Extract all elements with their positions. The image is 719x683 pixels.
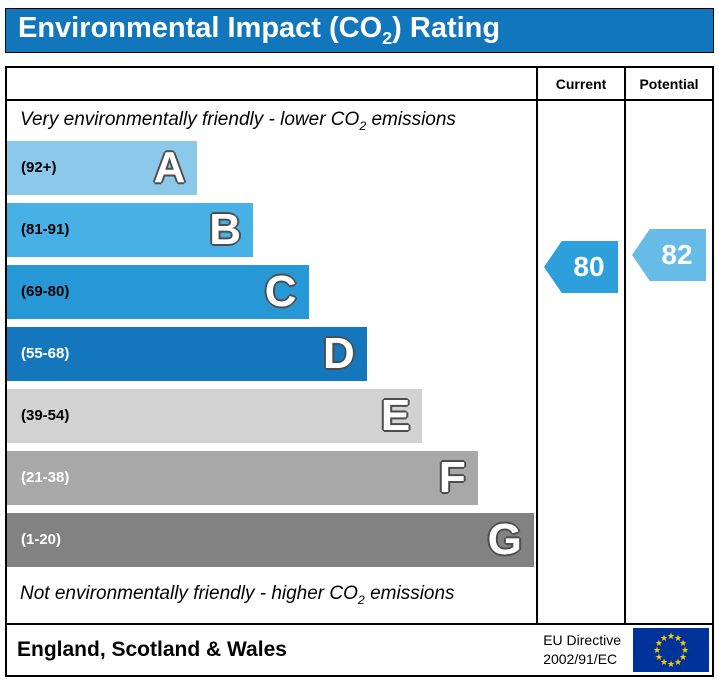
svg-text:★: ★ [679,639,687,649]
band-row-g: (1-20) G [7,512,534,567]
svg-text:★: ★ [655,639,663,649]
svg-text:★: ★ [679,653,687,663]
bottom-note: Not environmentally friendly - higher CO… [7,575,536,615]
band-letter-a: A [153,142,186,192]
band-letter-b: B [209,204,241,254]
svg-text:★: ★ [660,658,668,668]
eu-flag-icon: ★ ★ ★ ★ ★ ★ ★ ★ ★ ★ ★ ★ [633,627,709,672]
band-letter-c: C [264,266,297,316]
eu-directive-line2: 2002/91/EC [543,650,618,667]
band-range-b: (81-91) [21,221,70,239]
band-letter-d: D [322,328,355,378]
svg-text:★: ★ [674,633,682,643]
band-range-g: (1-20) [21,531,62,549]
title-bar: Environmental Impact (CO2) Rating [5,8,714,53]
eu-directive-text: EU Directive 2002/91/EC [543,631,621,667]
svg-text:★: ★ [667,632,675,642]
current-arrow: 80 [544,241,618,293]
svg-text:★: ★ [653,646,661,656]
eu-directive-line1: EU Directive [543,632,621,649]
header-spacer-cell [7,68,536,101]
top-note-pre: Very environmentally friendly - lower CO [20,109,360,130]
page-title-pre: Environmental Impact (CO [18,12,383,45]
page-title-subscript: 2 [382,27,393,48]
band-row-e: (39-54) E [7,388,423,443]
current-column: 80 [536,101,624,623]
top-note-post: emissions [366,109,456,130]
band-letter-g: G [487,514,522,564]
column-header-current: Current [536,68,624,101]
band-row-a: (92+) A [7,140,198,195]
band-row-d: (55-68) D [7,326,367,381]
band-range-d: (55-68) [21,345,70,363]
band-range-f: (21-38) [21,469,70,487]
svg-text:★: ★ [655,653,663,663]
top-note: Very environmentally friendly - lower CO… [7,101,536,141]
potential-column: 82 [624,101,712,623]
current-value: 80 [573,251,605,282]
top-note-subscript: 2 [359,118,367,133]
band-range-a: (92+) [21,159,57,177]
potential-arrow: 82 [632,229,706,281]
band-range-e: (39-54) [21,407,70,425]
page-title: Environmental Impact (CO2) Rating [18,12,500,49]
epc-environmental-impact-chart: Environmental Impact (CO2) Rating Curren… [0,8,719,683]
band-row-f: (21-38) F [7,450,478,505]
footer: England, Scotland & Wales EU Directive 2… [5,624,714,677]
band-letter-e: E [380,390,411,440]
page-title-post: ) Rating [392,12,501,45]
bands-area: Very environmentally friendly - lower CO… [7,101,536,623]
band-range-c: (69-80) [21,283,70,301]
band-row-b: (81-91) B [7,202,253,257]
potential-value: 82 [661,239,693,270]
svg-text:★: ★ [660,633,668,643]
bottom-note-post: emissions [364,582,455,604]
svg-text:★: ★ [667,660,675,670]
bottom-note-pre: Not environmentally friendly - higher CO [20,582,358,604]
rating-table: Current Potential Very environmentally f… [5,66,714,625]
band-row-c: (69-80) C [7,264,309,319]
column-header-potential: Potential [624,68,712,101]
band-letter-f: F [438,452,466,502]
footer-region-label: England, Scotland & Wales [17,637,287,661]
svg-text:★: ★ [681,646,689,656]
svg-text:★: ★ [674,658,682,668]
bottom-note-subscript: 2 [357,592,365,607]
